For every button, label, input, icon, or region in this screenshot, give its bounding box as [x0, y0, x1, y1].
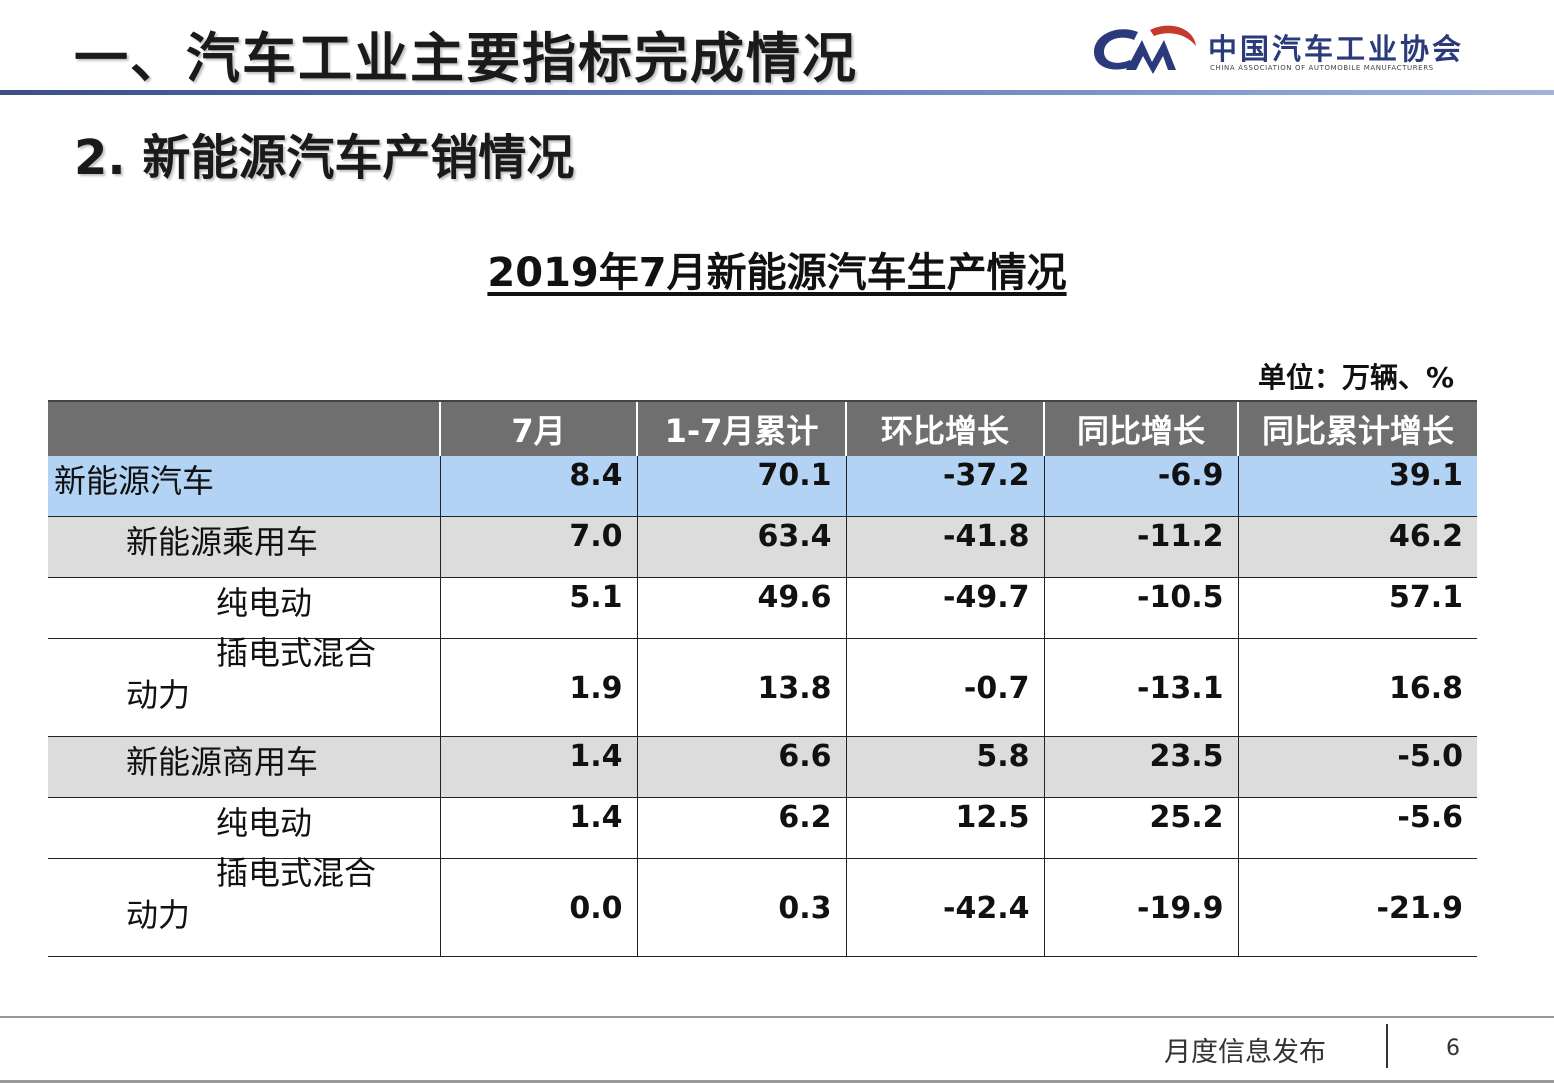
caam-logo-mark-icon — [1094, 25, 1196, 74]
table-header-row: 7月 1-7月累计 环比增长 同比增长 同比累计增长 — [48, 400, 1477, 456]
table-row: 插电式混合 动力 1.9 13.8 -0.7 -13.1 16.8 — [48, 635, 1477, 737]
row-label: 纯电动 — [216, 584, 313, 622]
table-row: 新能源商用车 1.4 6.6 5.8 23.5 -5.0 — [48, 736, 1477, 798]
table-cell: -0.7 — [845, 638, 1044, 737]
table-cell: 8.4 — [439, 456, 637, 517]
row-label-line1: 插电式混合 — [216, 854, 377, 892]
table-cell: 6.2 — [636, 797, 846, 859]
table-cell: 1.9 — [439, 638, 637, 737]
table-cell: 0.3 — [636, 858, 846, 957]
table-cell: -41.8 — [845, 516, 1044, 578]
column-header: 1-7月累计 — [636, 400, 846, 456]
logo-text-en: CHINA ASSOCIATION OF AUTOMOBILE MANUFACT… — [1210, 64, 1434, 72]
row-label: 新能源商用车 — [126, 743, 319, 781]
table-cell: 1.4 — [439, 797, 637, 859]
column-header: 环比增长 — [845, 400, 1044, 456]
column-header: 同比增长 — [1043, 400, 1238, 456]
table-cell: 25.2 — [1043, 797, 1238, 859]
table-cell: 13.8 — [636, 638, 846, 737]
table-cell: -49.7 — [845, 577, 1044, 639]
table-title-text: 2019年7月新能源汽车生产情况 — [487, 250, 1067, 296]
footer-separator — [1386, 1024, 1388, 1068]
table-row: 新能源乘用车 7.0 63.4 -41.8 -11.2 46.2 — [48, 516, 1477, 578]
header-divider — [0, 90, 1554, 95]
row-label-line2: 动力 — [126, 896, 191, 934]
table-row: 纯电动 1.4 6.2 12.5 25.2 -5.6 — [48, 797, 1477, 859]
page-number: 6 — [1446, 1036, 1460, 1061]
footer-label: 月度信息发布 — [1164, 1037, 1326, 1068]
column-header — [48, 400, 440, 456]
row-label-line1: 插电式混合 — [216, 634, 377, 672]
table-cell: 63.4 — [636, 516, 846, 578]
logo-text-cn: 中国汽车工业协会 — [1208, 32, 1465, 66]
table-row: 新能源汽车 8.4 70.1 -37.2 -6.9 39.1 — [48, 456, 1477, 517]
footer-bottom-rule — [0, 1080, 1554, 1083]
table-cell: 0.0 — [439, 858, 637, 957]
table-row: 插电式混合 动力 0.0 0.3 -42.4 -19.9 -21.9 — [48, 855, 1477, 957]
table-cell: -5.6 — [1237, 797, 1477, 859]
table-cell: 23.5 — [1043, 736, 1238, 798]
table-cell: 49.6 — [636, 577, 846, 639]
table-cell: -19.9 — [1043, 858, 1238, 957]
production-table: 7月 1-7月累计 环比增长 同比增长 同比累计增长 新能源汽车 8.4 70.… — [48, 400, 1477, 957]
table-cell: 6.6 — [636, 736, 846, 798]
table-cell: 1.4 — [439, 736, 637, 798]
table-cell: 39.1 — [1237, 456, 1477, 517]
unit-label: 单位：万辆、% — [1257, 361, 1454, 394]
table-cell: -42.4 — [845, 858, 1044, 957]
table-cell: 5.8 — [845, 736, 1044, 798]
row-label: 新能源汽车 — [54, 462, 215, 500]
table-cell: 46.2 — [1237, 516, 1477, 578]
column-header: 同比累计增长 — [1237, 400, 1477, 456]
table-cell: 12.5 — [845, 797, 1044, 859]
table-row: 纯电动 5.1 49.6 -49.7 -10.5 57.1 — [48, 577, 1477, 639]
row-label: 纯电动 — [216, 804, 313, 842]
table-cell: 7.0 — [439, 516, 637, 578]
table-cell: 16.8 — [1237, 638, 1477, 737]
table-cell: -11.2 — [1043, 516, 1238, 578]
section-subtitle: 2. 新能源汽车产销情况 — [74, 130, 575, 186]
row-label-line2: 动力 — [126, 676, 191, 714]
column-header: 7月 — [439, 400, 637, 456]
table-cell: -37.2 — [845, 456, 1044, 517]
table-cell: -5.0 — [1237, 736, 1477, 798]
footer-divider — [0, 1016, 1554, 1018]
table-cell: -6.9 — [1043, 456, 1238, 517]
page-heading: 一、汽车工业主要指标完成情况 — [74, 27, 858, 90]
table-title: 2019年7月新能源汽车生产情况 — [0, 240, 1554, 298]
table-cell: 70.1 — [636, 456, 846, 517]
table-cell: 5.1 — [439, 577, 637, 639]
table-cell: -10.5 — [1043, 577, 1238, 639]
table-cell: 57.1 — [1237, 577, 1477, 639]
table-cell: -21.9 — [1237, 858, 1477, 957]
row-label: 新能源乘用车 — [126, 523, 319, 561]
caam-logo: 中国汽车工业协会 CHINA ASSOCIATION OF AUTOMOBILE… — [1090, 22, 1490, 82]
table-cell: -13.1 — [1043, 638, 1238, 737]
